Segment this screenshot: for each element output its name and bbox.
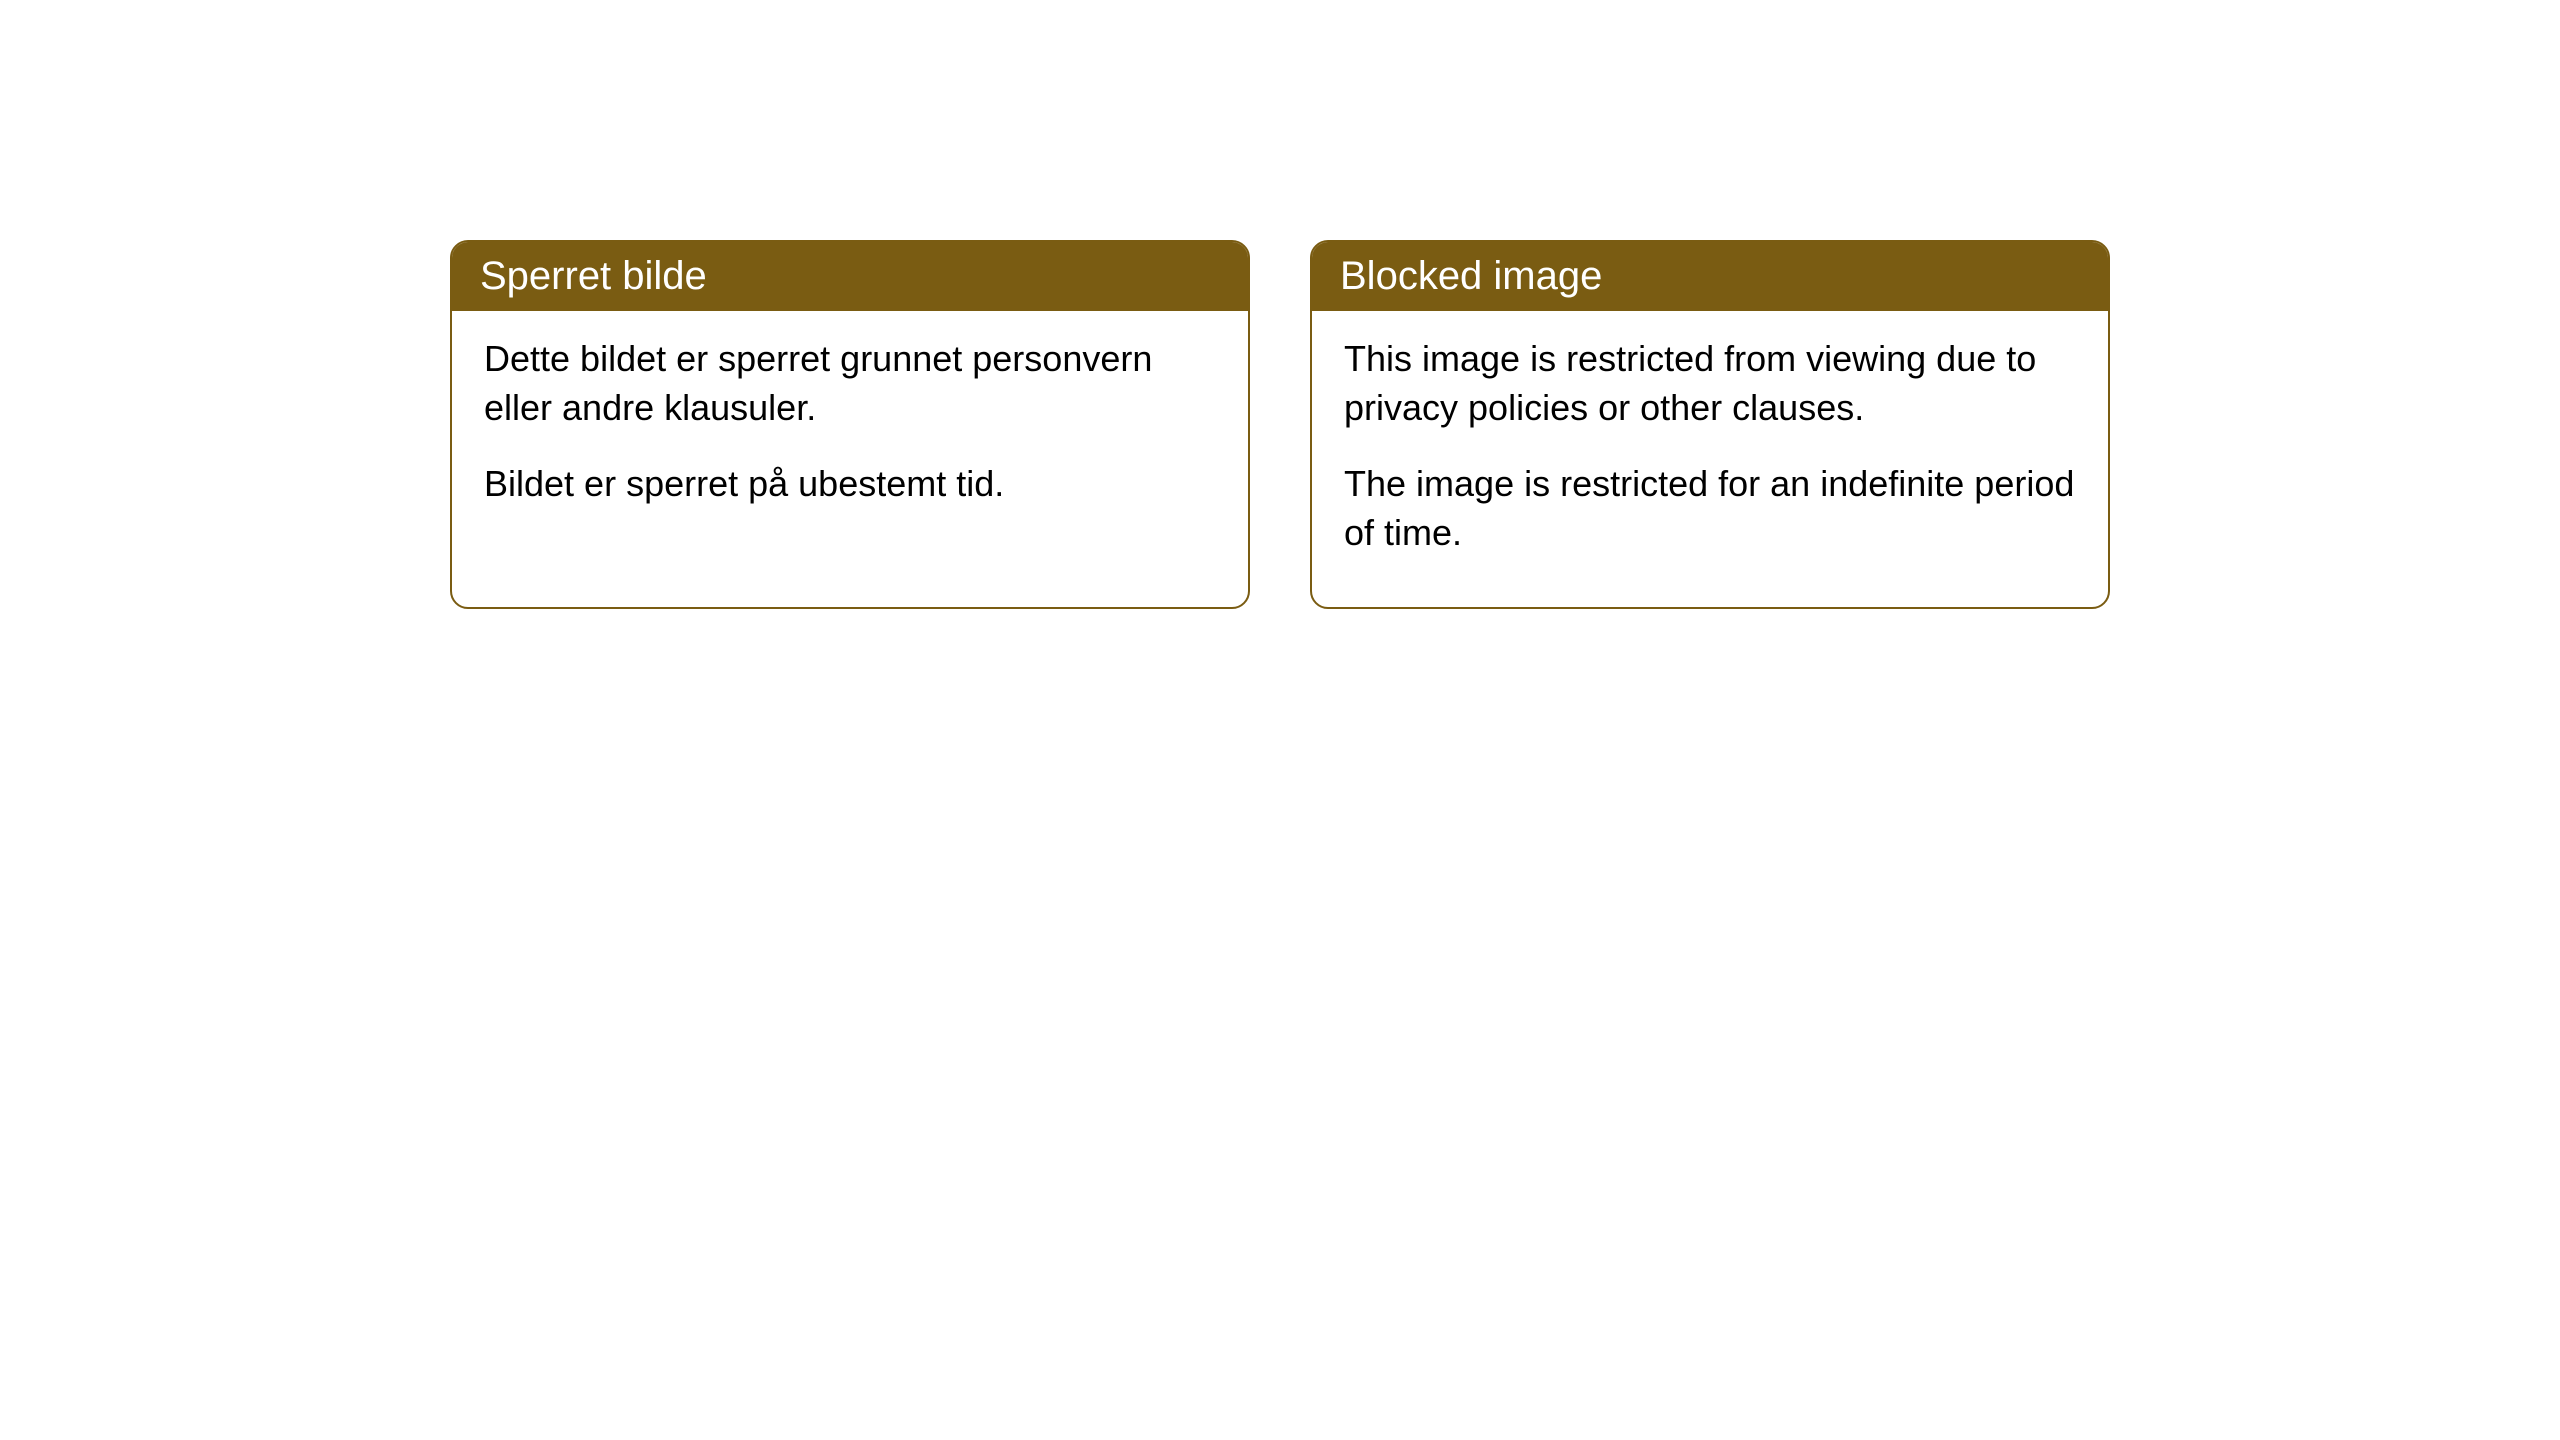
card-header-norwegian: Sperret bilde: [452, 242, 1248, 311]
paragraph-norwegian-1: Dette bildet er sperret grunnet personve…: [484, 335, 1216, 432]
cards-container: Sperret bilde Dette bildet er sperret gr…: [0, 240, 2560, 609]
card-header-english: Blocked image: [1312, 242, 2108, 311]
card-english: Blocked image This image is restricted f…: [1310, 240, 2110, 609]
paragraph-norwegian-2: Bildet er sperret på ubestemt tid.: [484, 460, 1216, 509]
card-body-english: This image is restricted from viewing du…: [1312, 311, 2108, 607]
card-body-norwegian: Dette bildet er sperret grunnet personve…: [452, 311, 1248, 559]
paragraph-english-1: This image is restricted from viewing du…: [1344, 335, 2076, 432]
paragraph-english-2: The image is restricted for an indefinit…: [1344, 460, 2076, 557]
card-norwegian: Sperret bilde Dette bildet er sperret gr…: [450, 240, 1250, 609]
